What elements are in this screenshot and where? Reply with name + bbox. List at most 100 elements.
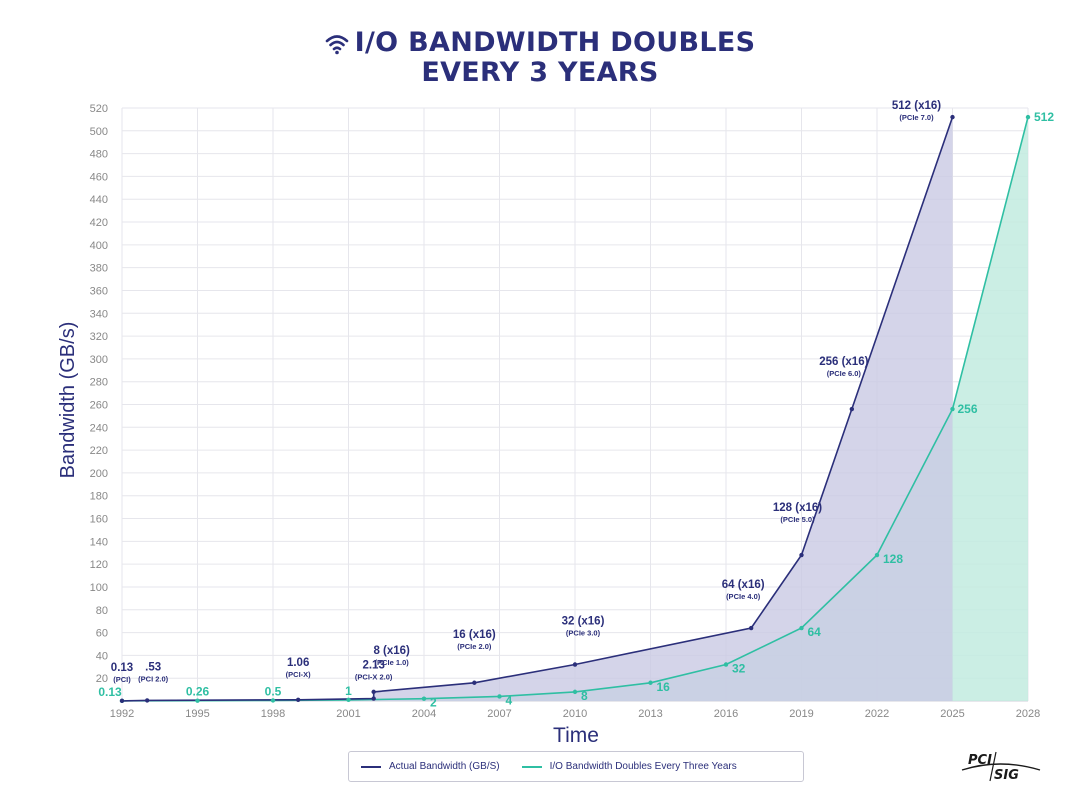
logo-slash xyxy=(989,751,997,782)
projected-data-label: 256 xyxy=(958,402,978,416)
projected-data-label: 2 xyxy=(430,696,437,710)
actual-point xyxy=(371,696,376,701)
wifi-signal-icon xyxy=(325,34,348,54)
legend-label-projected: I/O Bandwidth Doubles Every Three Years xyxy=(549,761,737,772)
y-tick-label: 100 xyxy=(90,582,108,594)
projected-point xyxy=(723,662,729,667)
actual-data-label: 0.13 xyxy=(111,662,133,674)
y-tick-label: 440 xyxy=(90,194,108,206)
projected-data-label: 512 xyxy=(1034,110,1054,124)
actual-data-sublabel: (PCI 2.0) xyxy=(138,674,169,683)
y-tick-label: 460 xyxy=(90,171,108,183)
x-tick-label: 2019 xyxy=(789,708,813,720)
actual-point xyxy=(144,698,150,703)
projected-data-label: 8 xyxy=(581,689,588,703)
y-tick-label: 400 xyxy=(90,240,108,252)
y-tick-label: 80 xyxy=(96,605,108,617)
x-tick-label: 2013 xyxy=(638,708,662,720)
actual-point xyxy=(371,689,376,695)
projected-point xyxy=(270,698,276,703)
projected-point xyxy=(874,552,880,558)
y-tick-label: 240 xyxy=(90,422,108,434)
actual-data-label: 256 (x16) xyxy=(819,356,868,368)
actual-area xyxy=(122,117,953,702)
actual-point xyxy=(572,662,578,667)
y-tick-label: 420 xyxy=(90,217,108,229)
projected-point xyxy=(648,680,653,685)
pci-sig-logo: PCI SIG xyxy=(961,751,1041,783)
actual-point xyxy=(799,552,804,558)
y-tick-label: 20 xyxy=(96,673,108,685)
x-axis-title: Time xyxy=(553,724,599,747)
actual-data-label: 2.13 xyxy=(362,660,384,672)
x-tick-label: 1992 xyxy=(110,708,134,720)
actual-data-sublabel: (PCIe 1.0) xyxy=(375,658,410,667)
y-tick-label: 180 xyxy=(90,491,108,503)
actual-point xyxy=(950,114,955,120)
projected-point xyxy=(950,406,955,412)
y-tick-label: 500 xyxy=(90,126,108,138)
legend-item-actual: Actual Bandwidth (GB/S) xyxy=(361,761,500,772)
y-tick-label: 160 xyxy=(90,514,108,526)
chart-title-line2: EVERY 3 YEARS xyxy=(421,57,659,88)
logo-swoosh xyxy=(961,763,1041,771)
actual-point xyxy=(119,698,125,704)
projected-point xyxy=(572,689,578,695)
projected-data-label: 0.13 xyxy=(98,685,122,699)
actual-data-label: 128 (x16) xyxy=(773,502,822,514)
actual-point xyxy=(295,697,301,702)
actual-data-sublabel: (PCI) xyxy=(113,675,131,684)
actual-data-sublabel: (PCIe 2.0) xyxy=(457,642,492,651)
projected-data-label: 0.5 xyxy=(265,684,282,698)
x-tick-label: 2028 xyxy=(1016,708,1040,720)
actual-data-label: 64 (x16) xyxy=(722,579,765,591)
y-tick-label: 520 xyxy=(90,103,108,115)
projected-point xyxy=(1025,114,1031,120)
y-tick-label: 360 xyxy=(90,285,108,297)
x-tick-label: 2007 xyxy=(487,708,511,720)
projected-data-label: 32 xyxy=(732,662,746,676)
projected-data-label: 64 xyxy=(808,625,822,639)
y-tick-label: 380 xyxy=(90,263,108,275)
actual-data-sublabel: (PCIe 5.0) xyxy=(780,515,815,524)
x-tick-label: 2016 xyxy=(714,708,738,720)
projected-point xyxy=(799,625,804,631)
x-tick-label: 1995 xyxy=(185,708,209,720)
y-tick-label: 140 xyxy=(90,536,108,548)
y-tick-label: 40 xyxy=(96,650,108,662)
y-tick-label: 260 xyxy=(90,400,108,412)
actual-data-label: 16 (x16) xyxy=(453,629,496,641)
actual-point xyxy=(748,625,754,631)
x-tick-label: 2022 xyxy=(865,708,889,720)
projected-data-label: 128 xyxy=(883,552,903,566)
projected-data-label: 0.26 xyxy=(186,685,210,699)
legend-item-projected: I/O Bandwidth Doubles Every Three Years xyxy=(521,761,737,772)
actual-data-sublabel: (PCI-X 2.0) xyxy=(355,673,393,682)
y-tick-label: 280 xyxy=(90,377,108,389)
x-tick-label: 2010 xyxy=(563,708,587,720)
actual-data-sublabel: (PCIe 7.0) xyxy=(899,113,934,122)
actual-data-sublabel: (PCIe 4.0) xyxy=(726,592,761,601)
projected-point xyxy=(421,696,427,701)
y-axis-title: Bandwidth (GB/s) xyxy=(57,322,79,479)
actual-data-sublabel: (PCIe 6.0) xyxy=(827,369,862,378)
y-tick-label: 480 xyxy=(90,149,108,161)
title-text-1: I/O BANDWIDTH DOUBLES xyxy=(354,27,756,58)
y-tick-label: 60 xyxy=(96,628,108,640)
y-tick-label: 300 xyxy=(90,354,108,366)
legend-swatch-actual xyxy=(361,765,381,768)
y-tick-label: 220 xyxy=(90,445,108,457)
y-tick-label: 200 xyxy=(90,468,108,480)
legend-swatch-projected xyxy=(521,765,542,768)
y-tick-label: 340 xyxy=(90,308,108,320)
actual-point xyxy=(849,406,855,412)
actual-data-label: .53 xyxy=(145,661,161,673)
actual-point xyxy=(472,680,477,685)
y-tick-label: 120 xyxy=(90,559,108,571)
projected-point xyxy=(497,694,502,699)
projected-point xyxy=(346,697,351,703)
projected-data-label: 16 xyxy=(657,680,671,694)
projected-data-label: 1 xyxy=(345,684,352,698)
actual-data-sublabel: (PCIe 3.0) xyxy=(566,629,601,638)
